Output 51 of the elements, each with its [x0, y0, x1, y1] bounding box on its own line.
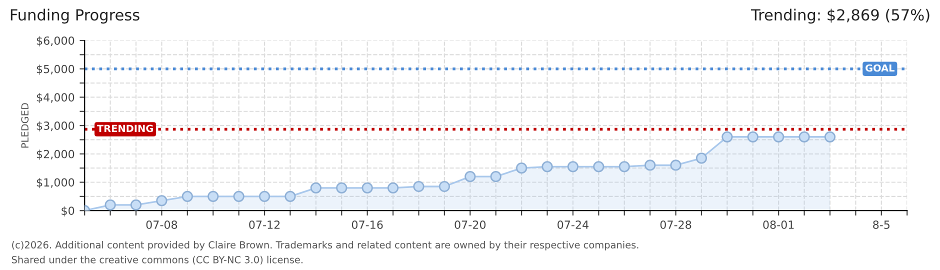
x-tick-label: 07-08 [146, 220, 178, 229]
x-tick-label: 07-24 [558, 220, 588, 229]
point [387, 182, 399, 194]
point [773, 131, 784, 142]
y-tick-label: $2,000 [36, 150, 74, 160]
point [104, 199, 116, 210]
y-axis-title: PLEDGED [21, 103, 29, 148]
point [156, 195, 168, 206]
point [284, 190, 296, 202]
point [696, 152, 708, 164]
ref-line-label: TRENDING [96, 124, 153, 132]
y-tick-label: $3,000 [36, 121, 74, 132]
point [798, 131, 810, 142]
y-tick-label: $5,000 [36, 64, 74, 75]
point [310, 182, 322, 194]
point [618, 161, 630, 172]
point [208, 190, 219, 202]
y-tick-label: $4,000 [36, 92, 74, 104]
x-tick-label: 8-5 [873, 220, 890, 229]
point [747, 131, 758, 142]
y-tick-label: $1,000 [36, 178, 74, 188]
point [464, 171, 476, 182]
x-tick-label: 08-01 [763, 220, 794, 229]
point [567, 161, 579, 172]
x-tick-label: 07-20 [454, 220, 486, 229]
text: (c)2026. Additional content provided by Claire Brown. Trademarks and related content are owned by their respective companies. [12, 240, 638, 250]
point [542, 161, 553, 172]
text: Trending: $2,869 (57%) [750, 8, 930, 24]
x-tick-label: 07-12 [249, 220, 280, 229]
point [233, 190, 244, 202]
point [490, 171, 502, 182]
point [362, 182, 373, 194]
chart-title: Funding Progress [10, 8, 140, 24]
point [824, 131, 836, 142]
point [644, 160, 656, 171]
text: Shared under the creative commons (CC BY-NC 3.0) license. [12, 256, 302, 265]
point [593, 161, 604, 172]
ref-line-label: GOAL [866, 64, 894, 72]
x-tick-label: 07-28 [660, 220, 692, 229]
y-tick-label: $0 [62, 206, 74, 216]
point [438, 180, 450, 192]
x-tick-label: 07-16 [352, 220, 383, 229]
point [722, 131, 733, 142]
point [516, 162, 528, 174]
y-tick-label: $6,000 [36, 36, 74, 46]
point [670, 160, 682, 171]
point [413, 180, 424, 192]
point [336, 182, 348, 194]
point [258, 190, 270, 202]
point [182, 190, 193, 202]
point [130, 199, 142, 210]
